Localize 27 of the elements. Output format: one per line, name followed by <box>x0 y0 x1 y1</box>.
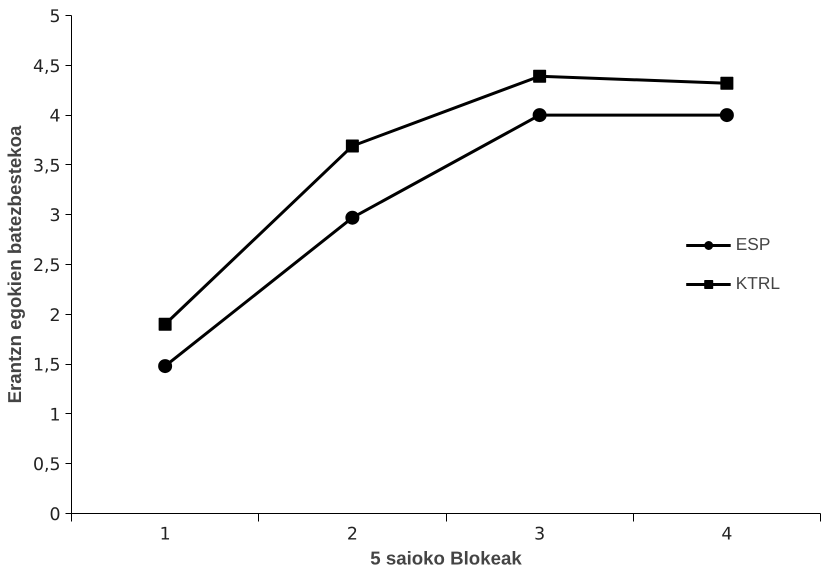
y-tick-label: 5 <box>49 7 61 27</box>
legend-label: KTRL <box>736 273 780 294</box>
y-tick-label: 2 <box>49 306 61 326</box>
point <box>346 139 359 152</box>
point <box>158 359 172 374</box>
y-tick-label: 4,5 <box>32 56 61 77</box>
y-tick-label: 1 <box>49 405 61 426</box>
x-tick-label: 3 <box>534 524 546 544</box>
legend-label: ESP <box>736 234 770 255</box>
point <box>345 210 360 225</box>
y-tick-label: 0 <box>49 505 61 525</box>
y-tick-label: 3,5 <box>32 156 61 176</box>
point <box>720 76 734 90</box>
x-axis-title: 5 saioko Blokeak <box>370 548 522 568</box>
x-tick-label: 1 <box>160 524 171 544</box>
point <box>158 318 172 331</box>
y-tick-label: 3 <box>49 206 61 226</box>
x-tick-label: 4 <box>721 524 732 544</box>
point <box>720 108 734 122</box>
y-tick-label: 1,5 <box>32 356 61 376</box>
y-tick-label: 0,5 <box>32 455 61 476</box>
x-tick-label: 2 <box>346 524 358 544</box>
point <box>532 108 547 122</box>
point <box>533 70 546 83</box>
y-tick-label: 4 <box>49 106 61 127</box>
y-axis-title: Erantzn egokien batezbestekoa <box>4 124 25 404</box>
y-tick-label: 2,5 <box>32 256 61 276</box>
